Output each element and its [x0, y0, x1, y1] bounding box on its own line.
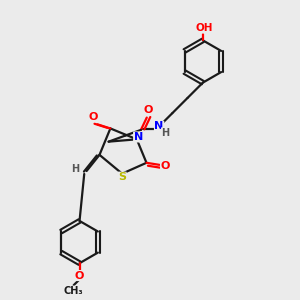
- Text: CH₃: CH₃: [63, 286, 83, 296]
- Text: O: O: [88, 112, 98, 122]
- Text: N: N: [154, 122, 164, 131]
- Text: O: O: [74, 271, 84, 281]
- Text: O: O: [144, 105, 153, 115]
- Text: H: H: [161, 128, 169, 138]
- Text: N: N: [134, 132, 143, 142]
- Text: H: H: [71, 164, 80, 174]
- Text: S: S: [118, 172, 126, 182]
- Text: OH: OH: [196, 23, 213, 33]
- Text: O: O: [160, 161, 170, 171]
